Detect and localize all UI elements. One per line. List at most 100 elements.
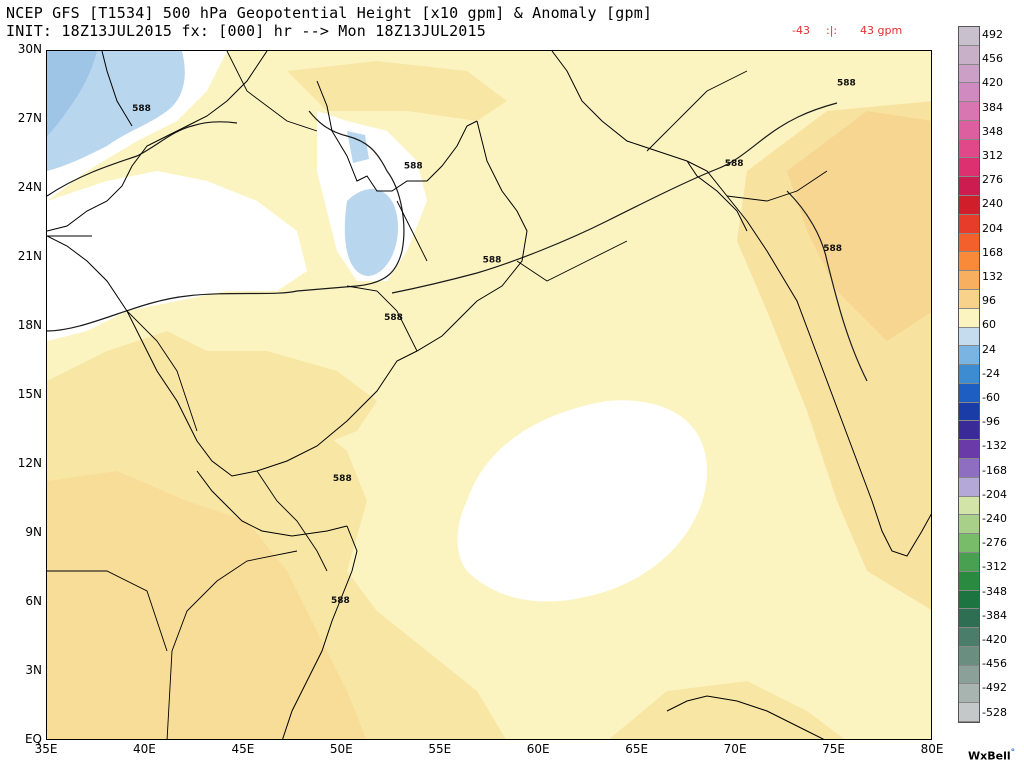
colorbar-label: -420 [982,633,1007,646]
map-title: NCEP GFS [T1534] 500 hPa Geopotential He… [6,4,653,22]
colorbar-swatch [959,83,979,103]
contour-label-588: 588 [331,596,350,606]
contour-label-588: 588 [725,159,744,169]
colorbar-swatch [959,459,979,478]
colorbar-swatch [959,684,979,704]
colorbar-swatch [959,64,979,84]
lon-tick-label: 50E [329,742,353,756]
colorbar-swatch [959,383,979,403]
anomaly-range-max: 43 gpm [860,24,903,37]
colorbar-label: 348 [982,124,1003,138]
anomaly-fill-africa-inner [47,471,367,739]
colorbar-swatch [959,120,979,140]
wxbell-logo: WxBell° [968,748,1015,763]
colorbar-label: -492 [982,681,1007,695]
lat-tick-label: 9N [25,525,42,539]
lat-tick-label: 15N [17,387,42,401]
colorbar-swatch [959,139,979,159]
contour-label-588: 588 [483,256,502,266]
colorbar-swatch [959,177,979,197]
neutral-zone-arabian-sea [457,400,707,602]
lon-tick-label: 35E [34,742,58,756]
colorbar-label: 60 [982,318,996,332]
contour-label-layer: 588 588 588 588 588 588 588 588 588 [132,79,856,607]
colorbar-label: -168 [982,463,1007,477]
colorbar-label: 456 [982,52,1003,66]
anomaly-range-min: -43 [792,24,810,37]
colorbar-swatch [959,440,979,460]
colorbar-swatch [959,45,979,65]
anomaly-fill-south [609,681,845,739]
lat-tick-label: 6N [25,594,42,608]
colorbar-swatch [959,646,979,666]
colorbar-swatch [959,196,979,215]
colorbar-swatch [959,421,979,441]
colorbar-swatch [959,665,979,685]
colorbar-swatch [959,590,979,610]
init-time-line: INIT: 18Z13JUL2015 fx: [000] hr --> Mon … [6,22,486,40]
lat-tick-label: 12N [17,456,42,470]
lat-tick-label: EQ [24,732,42,746]
colorbar-label: -96 [982,415,1000,429]
coastlines [47,51,931,739]
colorbar-label: -312 [982,560,1007,574]
height-contour-588-d [786,190,868,382]
colorbar-label: 204 [982,221,1003,235]
colorbar-label: -240 [982,512,1007,525]
lon-tick-label: 40E [133,742,156,756]
colorbar-label: -132 [982,439,1007,453]
colorbar-label: -204 [982,487,1007,501]
lat-tick-label: 24N [17,180,42,194]
lat-tick-label: 21N [17,249,42,263]
colorbar-label: -24 [982,366,1000,380]
colorbar-swatch [959,252,979,272]
negative-anomaly-northwest-core [47,51,97,136]
colorbar-swatch [959,515,979,535]
lon-tick-label: 75E [822,742,845,756]
colorbar-swatch [959,534,979,553]
lon-tick-label: 70E [723,742,747,756]
negative-anomaly-gulf [344,189,398,276]
colorbar-swatch [959,233,979,253]
colorbar-swatch [959,271,979,290]
height-contour-588-c [391,102,838,294]
lon-tick-label: 45E [231,742,255,756]
contour-label-588: 588 [132,104,151,114]
colorbar-label: -276 [982,536,1007,550]
lat-tick-label: 30N [17,42,42,56]
colorbar-label: -528 [982,705,1007,719]
lon-tick-label: 60E [526,742,550,756]
lat-tick-label: 3N [25,663,42,677]
colorbar-label: 312 [982,149,1003,162]
lat-tick-label: 27N [17,111,42,125]
colorbar-swatch [959,289,979,309]
colorbar-swatch [959,308,979,328]
colorbar-label: 168 [982,245,1003,259]
credit-text: WxBell [968,749,1011,763]
borders [47,51,828,739]
colorbar-label: 240 [982,197,1003,211]
colorbar-label: -60 [982,391,1000,404]
lon-tick-label: 55E [428,742,452,756]
contour-label-588: 588 [333,474,352,484]
colorbar-swatch [959,346,979,366]
colorbar-label: 276 [982,173,1003,187]
colorbar-swatch [959,703,979,722]
colorbar-label: 132 [982,270,1003,283]
colorbar-label: -384 [982,608,1007,622]
lat-tick-label: 18N [17,318,42,332]
anomaly-range-separator: :|: [826,24,838,37]
contour-label-588: 588 [384,313,403,323]
anomaly-fill-north-arabia [287,61,507,121]
colorbar-swatch [959,628,979,647]
anomaly-fill-india-core [787,111,931,341]
colorbar-swatch [959,402,979,422]
contour-label-588: 588 [823,244,842,254]
colorbar-swatch [959,609,979,629]
colorbar-swatch [959,27,979,46]
lon-tick-label: 65E [625,742,649,756]
colorbar-label: 24 [982,342,996,356]
colorbar-swatch [959,477,979,497]
colorbar-label: 384 [982,100,1003,114]
anomaly-colorbar [958,26,980,723]
